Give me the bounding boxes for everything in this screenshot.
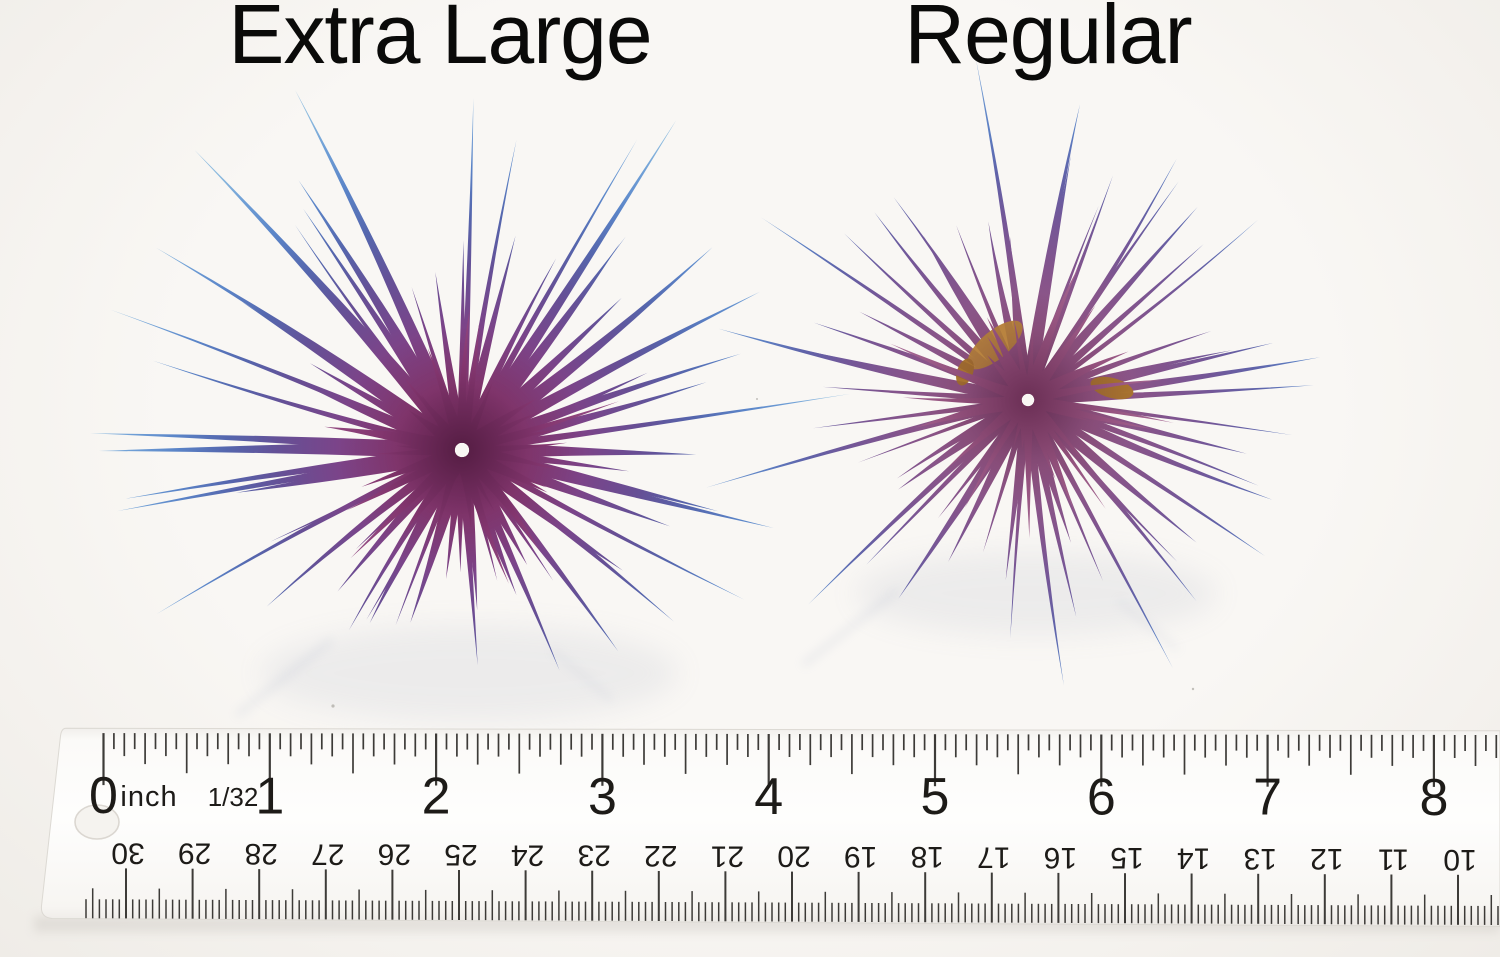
inch-number: 2 (422, 768, 451, 826)
cm-number: 15 (1110, 841, 1143, 874)
cm-number: 22 (644, 839, 677, 872)
cm-number: 20 (777, 840, 810, 873)
inch-number: 8 (1419, 769, 1448, 827)
graduation-label: 1/32 (208, 782, 259, 812)
regular-air-plant (669, 41, 1387, 759)
inch-number: 4 (754, 768, 783, 826)
inch-number: 5 (921, 768, 950, 826)
ruler-hole (74, 804, 120, 840)
cm-number: 30 (111, 836, 144, 869)
dust-specks (331, 398, 1195, 708)
cm-number: 26 (378, 838, 411, 871)
ruler-body (40, 727, 1500, 928)
leaf-cluster-core (856, 228, 1200, 572)
cm-number: 29 (178, 837, 211, 870)
inch-number: 6 (1087, 769, 1116, 827)
cm-number: 24 (511, 838, 544, 871)
cm-number: 13 (1244, 842, 1277, 875)
inch-number: 7 (1253, 769, 1282, 827)
inch-number: 3 (588, 768, 617, 826)
cm-number: 18 (911, 840, 944, 873)
cm-number: 23 (578, 839, 611, 872)
cm-number: 12 (1310, 842, 1343, 875)
cm-scale: 30 29 28 27 26 25 24 23 22 21 20 19 18 17 16 15 14 13 12 11… (85, 836, 1499, 925)
cm-number: 11 (1378, 843, 1409, 876)
inch-unit-label: inch (120, 781, 177, 813)
cm-number: 27 (311, 837, 344, 870)
cm-number: 17 (977, 841, 1010, 874)
cm-number: 25 (444, 838, 477, 871)
cm-number: 19 (844, 840, 877, 873)
inch-scale: 0 1 2 3 4 5 6 7 8 inch 1/32 (89, 733, 1498, 827)
cm-number: 28 (245, 837, 278, 870)
cm-number: 16 (1044, 841, 1077, 874)
inch-number: 1 (255, 767, 284, 825)
inch-number: 0 (89, 767, 118, 825)
cm-number: 10 (1443, 843, 1476, 876)
leaf-cluster-core (264, 252, 660, 648)
cm-number: 21 (711, 839, 744, 872)
cm-number: 14 (1177, 842, 1210, 875)
extra-large-air-plant (48, 36, 876, 864)
